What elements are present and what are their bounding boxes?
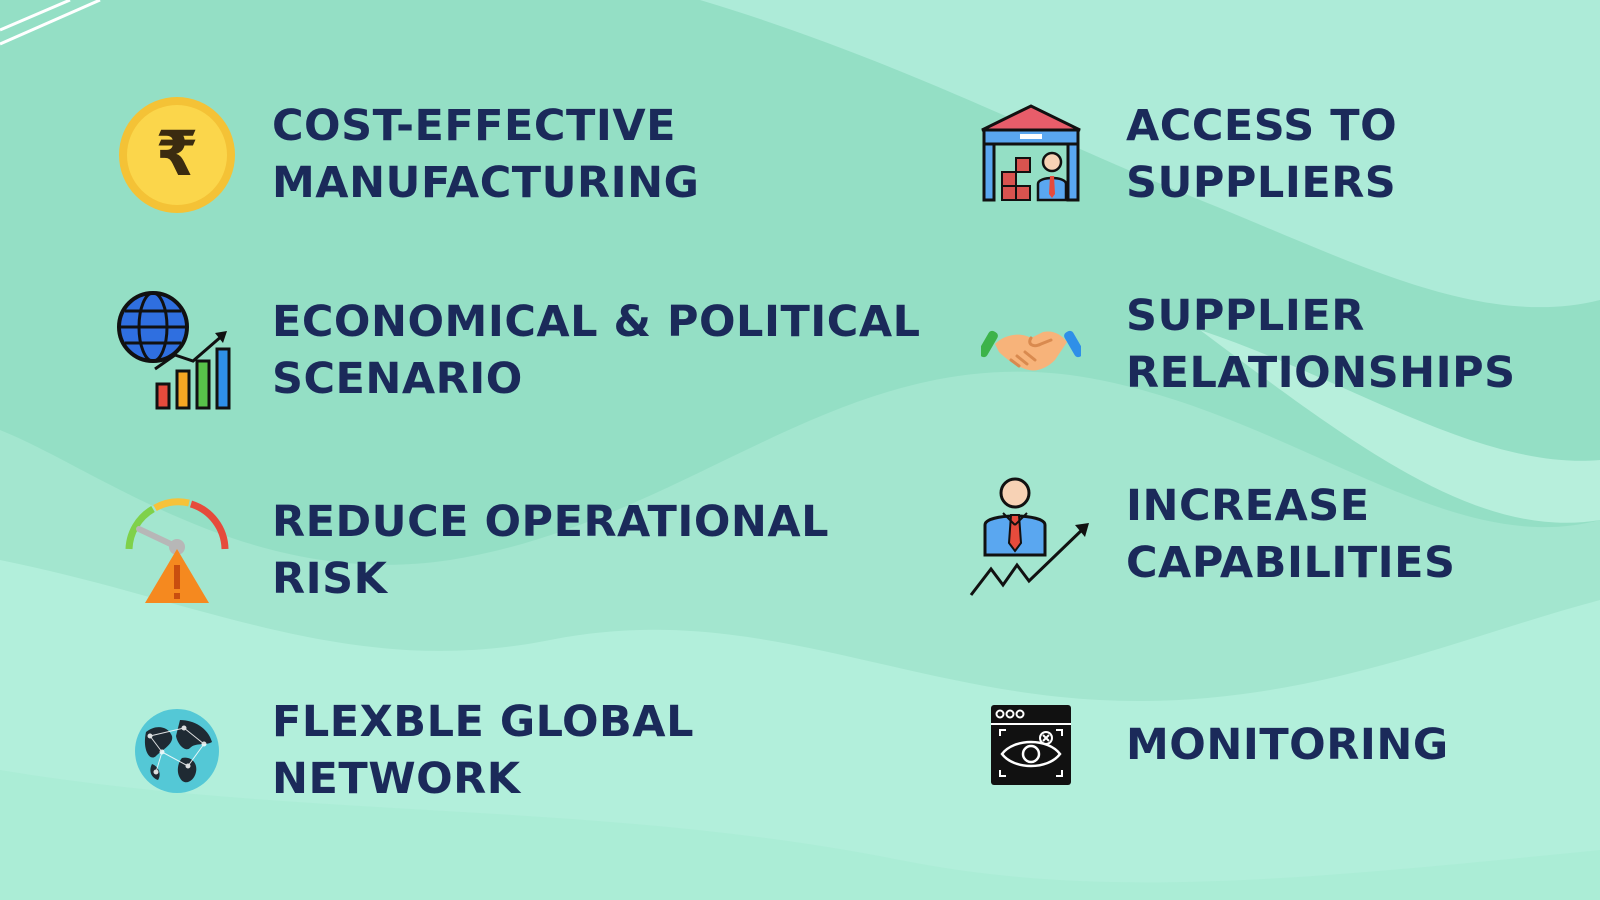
feature-global-network: Flexble Global Network bbox=[112, 686, 694, 816]
feature-label: Monitoring bbox=[1126, 717, 1449, 774]
feature-economical-political: Economical & Political Scenario bbox=[112, 286, 921, 416]
feature-line-2: Capabilities bbox=[1126, 538, 1456, 588]
feature-line-2: Relationships bbox=[1126, 348, 1516, 398]
svg-text:₹: ₹ bbox=[155, 117, 198, 190]
warehouse-supplier-icon bbox=[966, 90, 1096, 220]
eye-monitor-icon bbox=[966, 680, 1096, 810]
feature-label: Reduce Operational Risk bbox=[272, 494, 829, 608]
feature-label: Increase Capabilities bbox=[1126, 478, 1456, 592]
risk-gauge-icon bbox=[112, 486, 242, 616]
feature-line-2: Manufacturing bbox=[272, 158, 700, 208]
feature-line-1: Monitoring bbox=[1126, 719, 1449, 770]
feature-line-1: Access to bbox=[1126, 101, 1398, 151]
feature-supplier-relationships: Supplier Relationships bbox=[966, 280, 1516, 410]
feature-line-2: Risk bbox=[272, 554, 388, 604]
feature-line-1: Supplier bbox=[1126, 291, 1365, 341]
feature-label: Flexble Global Network bbox=[272, 694, 694, 808]
feature-line-1: Increase bbox=[1126, 481, 1370, 531]
feature-line-2: Scenario bbox=[272, 354, 523, 404]
feature-cost-effective: ₹ Cost-Effective Manufacturing bbox=[112, 90, 699, 220]
handshake-icon bbox=[966, 280, 1096, 410]
feature-line-2: Network bbox=[272, 754, 521, 804]
feature-line-1: Economical & Political bbox=[272, 297, 921, 347]
rupee-coin-icon: ₹ bbox=[112, 90, 242, 220]
feature-label: Supplier Relationships bbox=[1126, 288, 1516, 402]
growth-person-icon bbox=[966, 470, 1096, 600]
feature-line-1: Cost-Effective bbox=[272, 101, 676, 151]
feature-line-1: Reduce Operational bbox=[272, 497, 830, 547]
feature-access-suppliers: Access to Suppliers bbox=[966, 90, 1397, 220]
feature-increase-capabilities: Increase Capabilities bbox=[966, 470, 1456, 600]
feature-label: Cost-Effective Manufacturing bbox=[272, 98, 699, 212]
feature-line-1: Flexble Global bbox=[272, 697, 694, 747]
feature-monitoring: Monitoring bbox=[966, 680, 1449, 810]
feature-label: Access to Suppliers bbox=[1126, 98, 1397, 212]
feature-label: Economical & Political Scenario bbox=[272, 294, 921, 408]
globe-chart-icon bbox=[112, 286, 242, 416]
feature-line-2: Suppliers bbox=[1126, 158, 1397, 208]
world-network-icon bbox=[112, 686, 242, 816]
feature-reduce-risk: Reduce Operational Risk bbox=[112, 486, 829, 616]
